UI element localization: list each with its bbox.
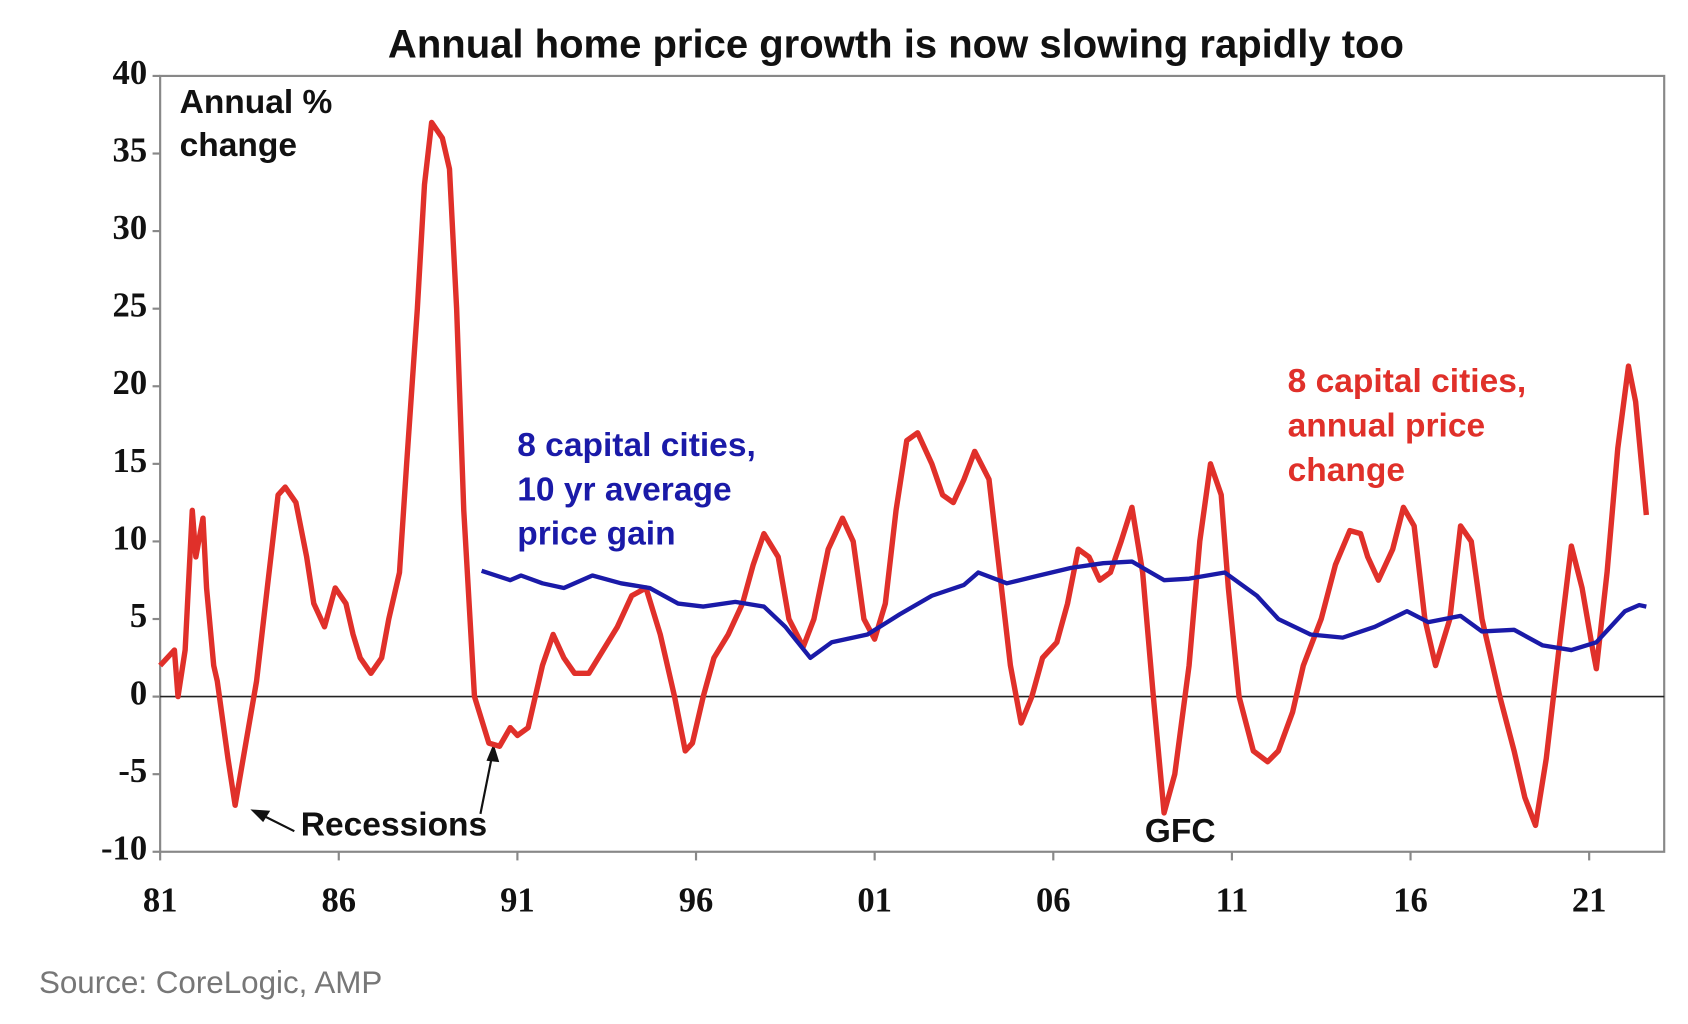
x-tick-label: 96 (679, 882, 714, 920)
x-tick-label: 86 (321, 882, 356, 920)
y-tick-label: 25 (113, 287, 148, 325)
y-tick-label: 20 (113, 364, 148, 402)
annotation: GFC (1145, 813, 1216, 850)
plot-frame (159, 74, 1666, 853)
y-tick-label: 15 (113, 442, 148, 480)
y-tick-label: -5 (118, 752, 147, 790)
series-label: change (1288, 452, 1405, 489)
series-line (158, 119, 1650, 829)
series-label: 10 yr average (517, 471, 731, 508)
x-tick-label: 01 (857, 882, 892, 920)
y-tick-label: 10 (113, 519, 148, 557)
y-axis-label: change (180, 127, 297, 164)
x-tick-label: 81 (143, 882, 178, 920)
series-label: annual price (1288, 407, 1486, 444)
x-tick-label: 11 (1216, 882, 1249, 920)
series-label: 8 capital cities, (1288, 363, 1527, 400)
y-tick-label: 30 (113, 209, 148, 247)
y-tick-label: -10 (101, 830, 147, 868)
y-tick-label: 35 (113, 131, 148, 169)
source-note: Source: CoreLogic, AMP (39, 965, 382, 1000)
series-label: price gain (517, 516, 675, 553)
series-line (480, 559, 1647, 661)
recession-arrows (250, 743, 500, 833)
y-axis-label: Annual % (180, 84, 333, 121)
x-tick-label: 06 (1036, 882, 1071, 920)
x-tick-label: 21 (1572, 882, 1607, 920)
chart-title: Annual home price growth is now slowing … (388, 22, 1404, 66)
y-tick-label: 5 (130, 597, 147, 635)
series-label: 8 capital cities, (517, 427, 756, 464)
x-tick-label: 16 (1393, 882, 1428, 920)
y-tick-label: 0 (130, 675, 147, 713)
annotation: Recessions (301, 807, 487, 844)
y-tick-label: 40 (113, 54, 148, 92)
x-tick-label: 91 (500, 882, 535, 920)
